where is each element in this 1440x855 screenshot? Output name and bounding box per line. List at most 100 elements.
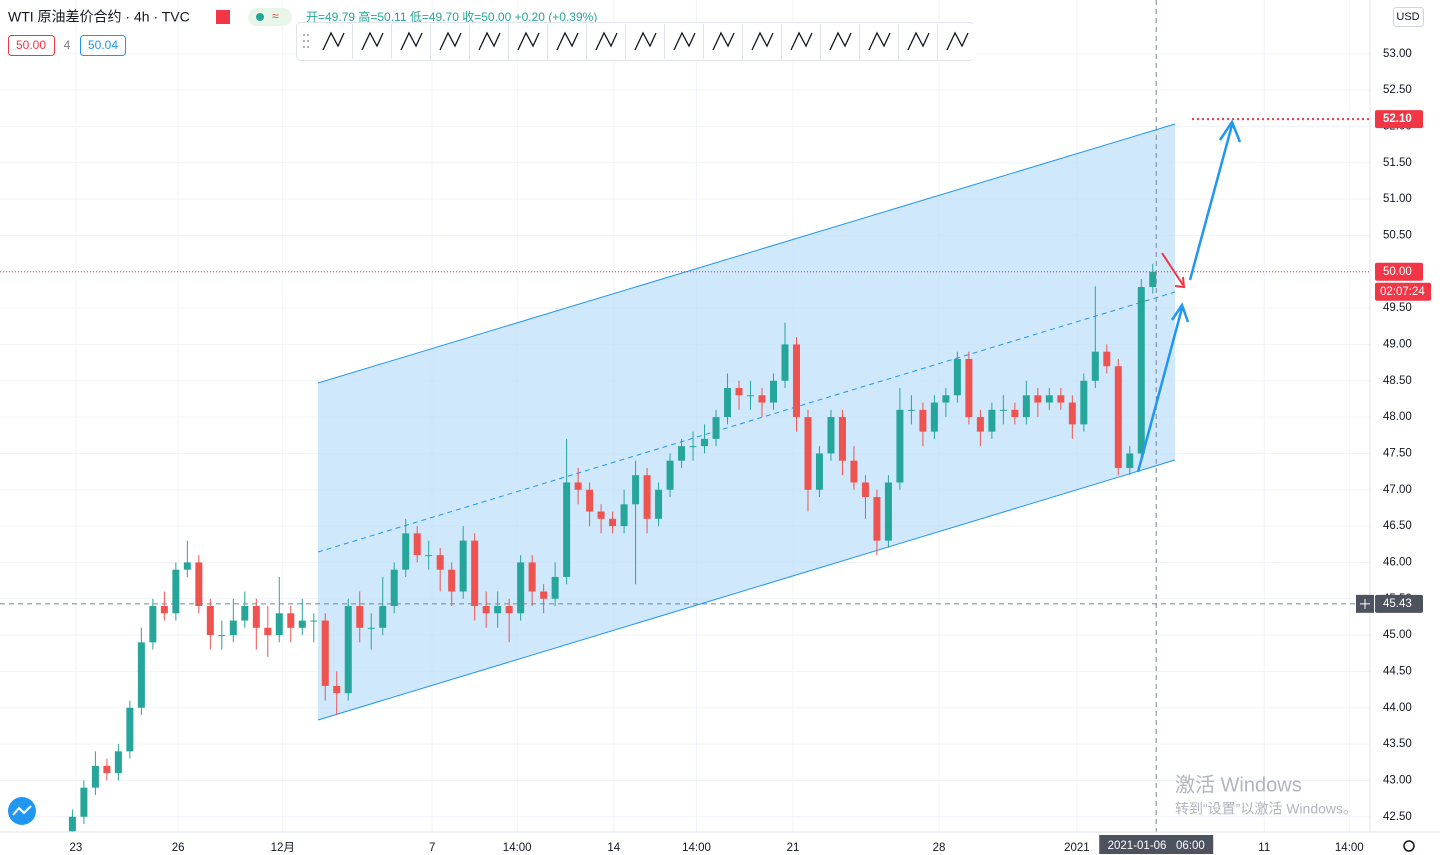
toolbar-icon <box>673 31 696 51</box>
toolbar-button[interactable] <box>548 24 586 59</box>
y-tick-label: 42.50 <box>1383 811 1412 823</box>
candle-body <box>838 417 846 461</box>
candle-body <box>930 402 938 432</box>
y-tick-label: 52.50 <box>1383 84 1412 96</box>
candle-body <box>103 765 111 774</box>
candle-body <box>551 576 559 599</box>
y-tick-label: 47.00 <box>1383 484 1412 496</box>
candle-body <box>229 620 237 636</box>
target-label: 52.10 <box>1383 113 1412 125</box>
candle-body <box>80 787 88 817</box>
candle-body <box>91 765 99 788</box>
candle-body <box>310 620 318 622</box>
toolbar-button[interactable] <box>743 24 781 59</box>
toolbar-button[interactable] <box>938 24 976 59</box>
candle-body <box>517 562 525 614</box>
candle-body <box>724 388 732 418</box>
candle-body <box>758 395 766 403</box>
candle-body <box>1045 395 1053 403</box>
candle-body <box>1022 395 1030 418</box>
currency-button[interactable] <box>1393 7 1424 27</box>
toolbar-icon <box>517 31 540 51</box>
candle-body <box>494 606 502 614</box>
x-tick-label: 14:00 <box>682 842 711 854</box>
crosshair-y-label: 45.43 <box>1383 598 1412 610</box>
candle-body <box>264 627 272 636</box>
toolbar-button[interactable] <box>470 24 508 59</box>
toolbar-button[interactable] <box>314 24 352 59</box>
toolbar-button[interactable] <box>431 24 469 59</box>
candle-body <box>275 613 283 636</box>
symbol-title: WTI 原油差价合约 · 4h · TVC <box>8 9 190 25</box>
candle-body <box>815 453 823 490</box>
candle-body <box>942 395 950 403</box>
status-icon: ≈ <box>272 9 279 23</box>
toolbar-button[interactable] <box>392 24 430 59</box>
toolbar-button[interactable] <box>665 24 703 59</box>
x-tick-label: 14 <box>607 842 620 854</box>
ohlc: 开=49.79 高=50.11 低=49.70 收=50.00 +0.20 (+… <box>306 9 597 24</box>
toolbar-button[interactable] <box>509 24 547 59</box>
toolbar-button[interactable] <box>860 24 898 59</box>
toolbar-button[interactable] <box>782 24 820 59</box>
watermark-title: 激活 Windows <box>1175 773 1302 796</box>
arrows <box>1136 119 1242 473</box>
candle-body <box>781 344 789 381</box>
candle-body <box>827 417 835 454</box>
toolbar-button[interactable] <box>353 24 391 59</box>
toolbar-button[interactable] <box>626 24 664 59</box>
toolbar-button[interactable] <box>704 24 742 59</box>
axis-labels: 42.5043.0043.5044.0044.5045.0045.5046.00… <box>69 48 1431 854</box>
candle-body <box>333 685 341 694</box>
bid: 50.00 <box>16 38 46 52</box>
x-tick-label: 26 <box>172 842 185 854</box>
settings-icon[interactable] <box>1403 840 1415 852</box>
toolbar-icon <box>322 31 345 51</box>
candle-body <box>482 606 490 614</box>
toolbar-button[interactable] <box>899 24 937 59</box>
candle-body <box>448 569 456 592</box>
candle-body <box>183 562 191 570</box>
candle-body <box>678 446 686 461</box>
toolbar-icon <box>712 31 735 51</box>
x-tick-label: 21 <box>787 842 800 854</box>
candle-body <box>1114 366 1122 468</box>
bid-box[interactable] <box>8 35 55 56</box>
candle-body <box>505 606 513 614</box>
candle-body <box>114 751 122 774</box>
candle-body <box>298 620 306 628</box>
candle-body <box>1137 287 1145 454</box>
x-tick-label: 2021 <box>1064 842 1090 854</box>
y-tick-label: 46.00 <box>1383 556 1412 568</box>
flag-icon <box>216 10 230 24</box>
ask-box[interactable] <box>80 35 126 56</box>
candle-body <box>655 489 663 519</box>
candle-body <box>666 460 674 490</box>
arrow-up-target <box>1188 119 1242 281</box>
crosshair-x-label: 2021-01-06 06:00 <box>1108 840 1205 852</box>
toolbar-button[interactable] <box>587 24 625 59</box>
crosshair-x-box <box>1099 835 1214 854</box>
y-tick-label: 43.50 <box>1383 738 1412 750</box>
candle-body <box>68 816 76 832</box>
toolbar-icon <box>595 31 618 51</box>
candle-body <box>241 606 249 621</box>
countdown-label: 02:07:24 <box>1380 286 1425 298</box>
y-tick-label: 49.00 <box>1383 338 1412 350</box>
candle-body <box>540 591 548 599</box>
candle-body <box>701 438 709 447</box>
toolbar-icon <box>556 31 579 51</box>
candle-body <box>149 606 157 643</box>
toolbar-button[interactable] <box>821 24 859 59</box>
candle-body <box>137 642 145 708</box>
candle-body <box>1126 453 1134 468</box>
ask: 50.04 <box>88 38 118 52</box>
toolbar-icon <box>361 31 384 51</box>
x-tick-label: 28 <box>933 842 946 854</box>
x-tick-label: 12月 <box>271 842 295 854</box>
candle-body <box>1034 395 1042 403</box>
y-tick-label: 47.50 <box>1383 447 1412 459</box>
target-box <box>1375 110 1423 129</box>
